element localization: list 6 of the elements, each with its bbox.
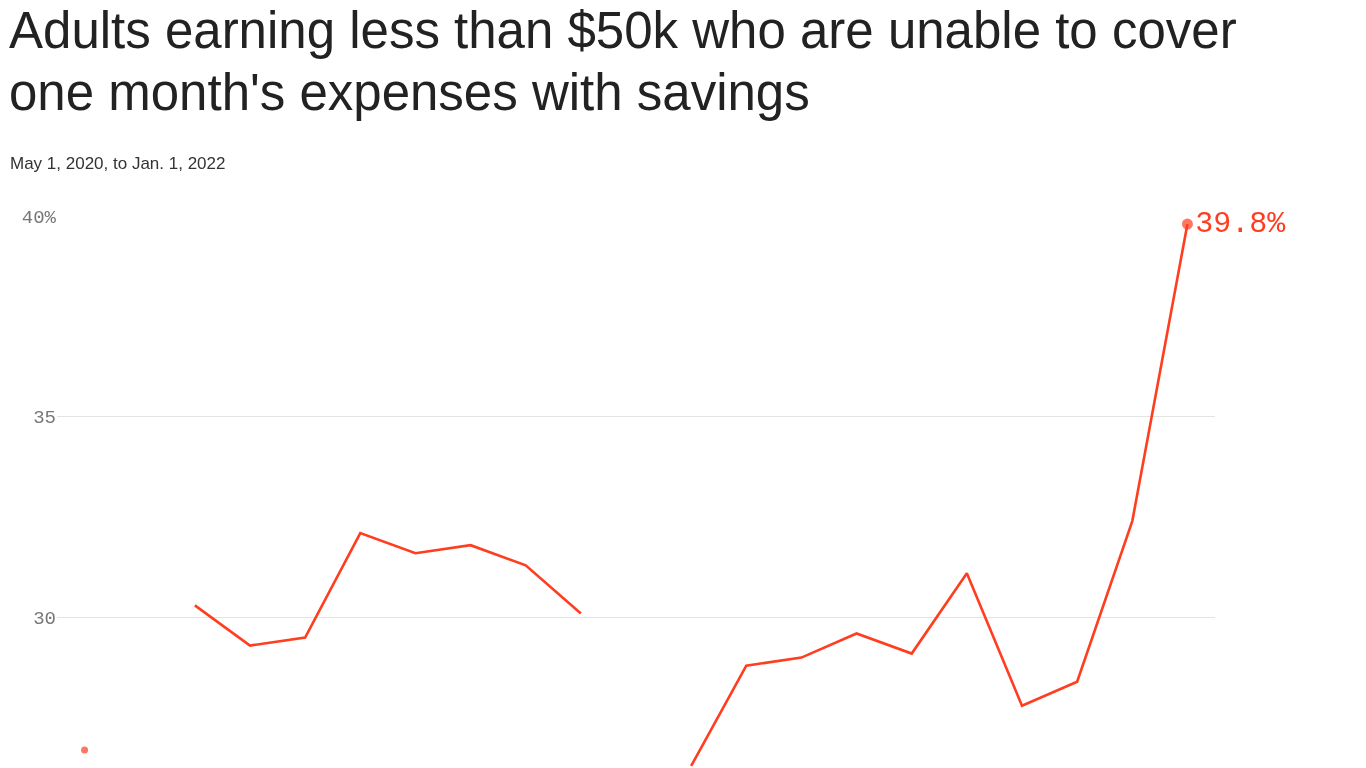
chart-subtitle: May 1, 2020, to Jan. 1, 2022 [10,153,226,175]
chart-title: Adults earning less than $50k who are unable to cover one month's expenses with savings [9,1,1238,123]
y-tick-label: 35 [33,407,56,430]
y-tick-label: 40% [21,206,57,229]
y-tick-label: 30 [33,608,56,631]
data-label: 39.8% [1195,206,1287,241]
